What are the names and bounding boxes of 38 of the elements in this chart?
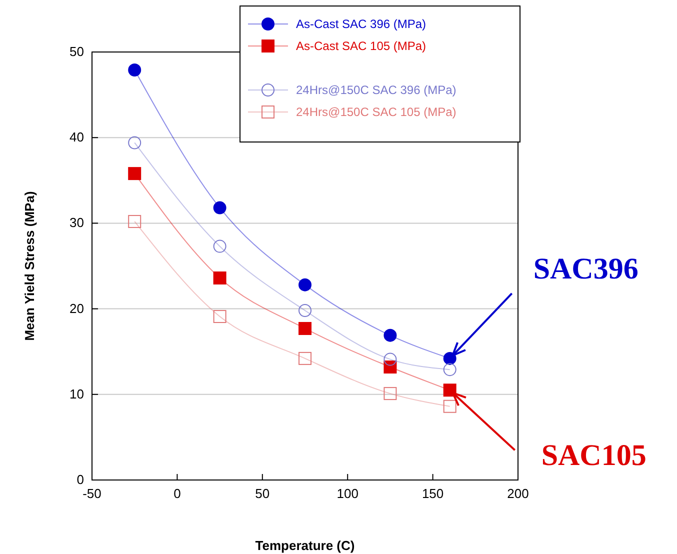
x-tick-label: -50 <box>82 486 102 501</box>
point <box>384 352 397 366</box>
point <box>128 214 142 228</box>
legend-label: 24Hrs@150C SAC 105 (MPa) <box>296 105 456 119</box>
point <box>443 384 456 397</box>
legend-label: As-Cast SAC 396 (MPa) <box>296 17 426 31</box>
point <box>128 136 142 150</box>
point <box>298 304 312 318</box>
x-axis-title: Temperature (C) <box>255 538 355 553</box>
point <box>298 278 312 292</box>
point <box>443 363 456 376</box>
x-tick-label: 200 <box>507 486 529 501</box>
annotation: SAC396 <box>533 252 638 286</box>
x-tick-label: 150 <box>422 486 444 501</box>
point <box>213 240 226 253</box>
legend-label: As-Cast SAC 105 (MPa) <box>296 39 426 53</box>
y-tick-label: 40 <box>70 130 84 145</box>
point <box>128 63 142 76</box>
y-tick-label: 50 <box>70 44 84 59</box>
legend-label: 24Hrs@150C SAC 396 (MPa) <box>296 83 456 97</box>
y-tick-label: 20 <box>70 300 84 316</box>
point <box>443 400 456 413</box>
x-tick-label: 50 <box>255 486 270 501</box>
point <box>384 387 397 400</box>
point <box>298 352 312 365</box>
x-tick-label: 100 <box>336 486 358 501</box>
y-axis-title: Mean Yield Stress (MPa) <box>22 191 37 341</box>
y-tick-label: 0 <box>76 472 84 487</box>
y-tick-label: 30 <box>70 215 84 230</box>
point <box>213 201 226 214</box>
point <box>384 328 397 342</box>
y-tick-label: 10 <box>70 386 84 402</box>
point <box>213 310 226 324</box>
point <box>213 271 226 284</box>
point <box>298 322 312 335</box>
annotation: SAC105 <box>541 439 646 472</box>
x-tick-label: 0 <box>174 486 181 501</box>
point <box>128 167 142 180</box>
